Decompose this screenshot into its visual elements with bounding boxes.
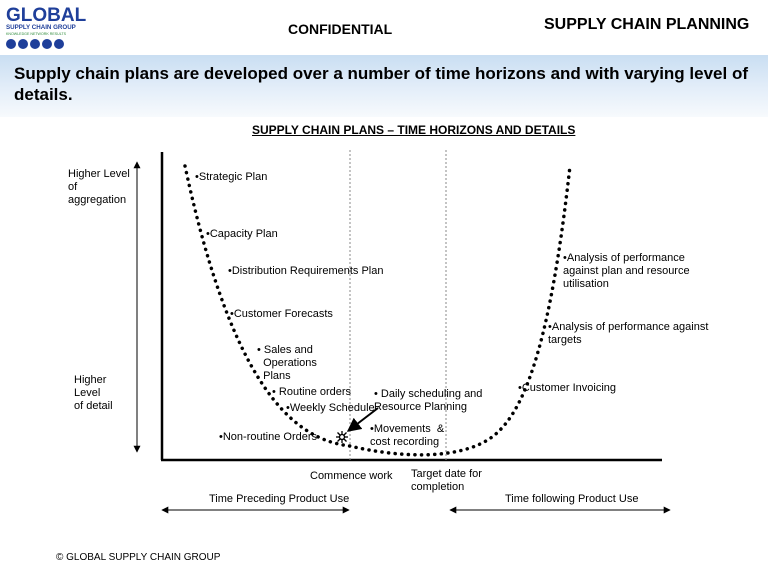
item-performance-plan: •Analysis of performance against plan an… xyxy=(563,252,690,290)
company-logo: GLOBAL SUPPLY CHAIN GROUP KNOWLEDGE NETW… xyxy=(6,5,87,49)
pointer-arrow xyxy=(346,407,379,432)
target-date-label: Target date for completion xyxy=(411,468,482,493)
item-strategic-plan: •Strategic Plan xyxy=(195,171,268,183)
time-following-label: Time following Product Use xyxy=(505,493,639,505)
item-weekly-schedule: •Weekly Schedule xyxy=(286,402,375,414)
time-preceding-label: Time Preceding Product Use xyxy=(209,493,350,505)
y-axis-top-label: Higher Level of aggregation xyxy=(68,168,130,206)
item-non-routine-orders: •Non-routine Orders xyxy=(219,431,318,443)
confidential-label: CONFIDENTIAL xyxy=(288,21,393,37)
diagram-title: SUPPLY CHAIN PLANS – TIME HORIZONS AND D… xyxy=(252,123,576,137)
item-distribution-plan: •Distribution Requirements Plan xyxy=(228,265,384,277)
y-axis-bottom-label: Higher Level of detail xyxy=(74,374,113,412)
logo-dots xyxy=(6,39,64,49)
item-movements: •Movements & cost recording xyxy=(370,423,445,448)
starburst-icon xyxy=(336,431,348,443)
item-customer-forecasts: •Customer Forecasts xyxy=(230,308,333,320)
logo-line1: SUPPLY CHAIN GROUP xyxy=(6,24,76,31)
item-routine-orders: • Routine orders xyxy=(272,386,352,398)
item-customer-invoicing: •Customer Invoicing xyxy=(518,382,617,394)
item-sales-operations: • Sales and Operations Plans xyxy=(257,344,317,382)
section-title: SUPPLY CHAIN PLANNING xyxy=(544,16,750,33)
planning-curve xyxy=(183,164,572,457)
logo-wordmark: GLOBAL xyxy=(6,5,87,26)
headline: Supply chain plans are developed over a … xyxy=(14,64,748,104)
commence-work-label: Commence work xyxy=(310,470,393,482)
item-performance-targets: •Analysis of performance against targets xyxy=(548,321,709,346)
headline-band xyxy=(0,55,768,117)
item-daily-scheduling: • Daily scheduling and Resource Planning xyxy=(374,388,483,413)
footer-copyright: © GLOBAL SUPPLY CHAIN GROUP xyxy=(56,552,221,563)
item-capacity-plan: •Capacity Plan xyxy=(206,228,278,240)
logo-line2: KNOWLEDGE NETWORK RESULTS xyxy=(6,32,67,36)
